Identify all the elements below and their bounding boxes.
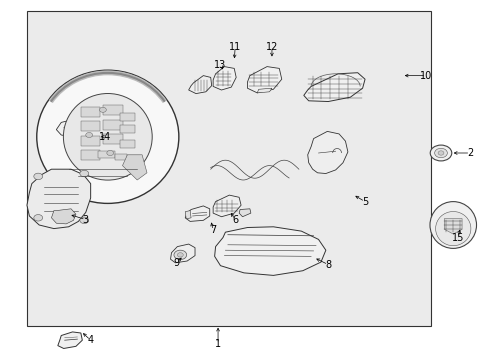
Polygon shape — [444, 219, 462, 234]
Bar — [81, 150, 100, 160]
Circle shape — [430, 145, 452, 161]
Text: 10: 10 — [420, 71, 433, 81]
Polygon shape — [171, 244, 195, 263]
Polygon shape — [213, 195, 241, 217]
Polygon shape — [58, 332, 82, 348]
Text: 1: 1 — [215, 339, 221, 349]
Bar — [98, 151, 115, 158]
Polygon shape — [56, 119, 81, 137]
Bar — [120, 125, 135, 133]
Circle shape — [34, 215, 43, 221]
Polygon shape — [304, 73, 365, 102]
Circle shape — [80, 170, 89, 177]
Bar — [27, 11, 431, 326]
Polygon shape — [51, 209, 76, 224]
Polygon shape — [308, 131, 348, 174]
Bar — [103, 120, 122, 130]
Text: 8: 8 — [325, 260, 331, 270]
Ellipse shape — [37, 70, 179, 203]
Text: 2: 2 — [467, 148, 473, 158]
Polygon shape — [27, 169, 91, 229]
Bar — [81, 107, 100, 117]
Text: 5: 5 — [362, 197, 368, 207]
Text: 9: 9 — [173, 258, 179, 268]
Bar — [103, 134, 122, 144]
Circle shape — [107, 150, 114, 156]
Circle shape — [174, 250, 187, 260]
Circle shape — [177, 253, 183, 257]
Text: 14: 14 — [99, 132, 111, 142]
Text: 15: 15 — [452, 233, 465, 243]
Polygon shape — [257, 88, 272, 93]
Polygon shape — [185, 211, 191, 219]
Circle shape — [435, 148, 447, 158]
Bar — [115, 154, 127, 160]
Text: 6: 6 — [232, 215, 238, 225]
Text: 13: 13 — [215, 60, 226, 70]
Ellipse shape — [430, 202, 476, 248]
Circle shape — [86, 132, 93, 138]
Bar — [120, 140, 135, 148]
Polygon shape — [185, 206, 210, 221]
Polygon shape — [213, 67, 236, 90]
Circle shape — [34, 173, 43, 180]
Bar — [120, 113, 135, 121]
Ellipse shape — [436, 211, 471, 246]
Text: 7: 7 — [210, 225, 216, 235]
Bar — [81, 121, 100, 131]
Text: 3: 3 — [83, 215, 89, 225]
Bar — [81, 136, 100, 146]
Text: 4: 4 — [88, 335, 94, 345]
Circle shape — [99, 107, 106, 112]
Polygon shape — [239, 209, 251, 217]
Polygon shape — [189, 76, 212, 94]
Text: 12: 12 — [266, 42, 278, 52]
Text: 11: 11 — [229, 42, 241, 52]
Polygon shape — [247, 67, 282, 93]
Bar — [103, 105, 122, 115]
Ellipse shape — [63, 94, 152, 180]
Circle shape — [80, 217, 89, 224]
Polygon shape — [122, 155, 147, 180]
Polygon shape — [215, 227, 326, 275]
Circle shape — [438, 151, 444, 155]
